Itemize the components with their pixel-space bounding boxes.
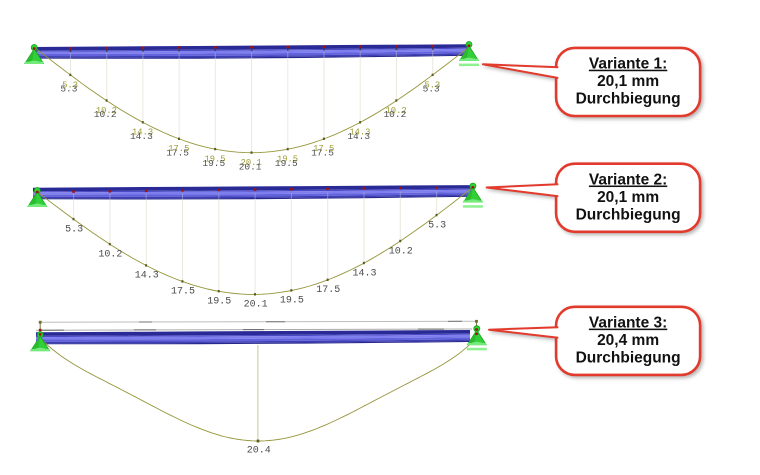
svg-text:Variante 3:: Variante 3: xyxy=(589,315,667,332)
svg-text:17.5: 17.5 xyxy=(316,285,340,296)
svg-text:17.5: 17.5 xyxy=(311,148,334,159)
svg-text:14.3: 14.3 xyxy=(352,268,376,279)
svg-text:19.5: 19.5 xyxy=(275,158,298,169)
svg-text:19.5: 19.5 xyxy=(207,297,231,308)
svg-text:Durchbiegung: Durchbiegung xyxy=(576,207,681,224)
svg-text:5.3: 5.3 xyxy=(60,84,77,95)
svg-text:20,1 mm: 20,1 mm xyxy=(597,189,659,206)
svg-text:20,4 mm: 20,4 mm xyxy=(597,332,659,349)
svg-text:20.1: 20.1 xyxy=(239,161,262,172)
svg-text:5.3: 5.3 xyxy=(65,224,83,235)
svg-text:5.3: 5.3 xyxy=(428,220,446,231)
svg-text:19.5: 19.5 xyxy=(202,158,225,169)
svg-text:10.2: 10.2 xyxy=(383,109,406,120)
svg-text:10.2: 10.2 xyxy=(389,246,413,257)
svg-text:Durchbiegung: Durchbiegung xyxy=(576,91,681,108)
svg-text:10.2: 10.2 xyxy=(94,109,117,120)
svg-text:14.3: 14.3 xyxy=(347,131,370,142)
svg-text:20.4: 20.4 xyxy=(247,446,271,457)
svg-text:19.5: 19.5 xyxy=(280,296,304,307)
svg-text:Durchbiegung: Durchbiegung xyxy=(576,350,681,367)
svg-text:17.5: 17.5 xyxy=(166,148,189,159)
svg-text:17.5: 17.5 xyxy=(171,287,195,298)
svg-text:14.3: 14.3 xyxy=(135,271,159,282)
svg-text:Variante 2:: Variante 2: xyxy=(589,172,667,189)
svg-text:Variante 1:: Variante 1: xyxy=(589,56,667,73)
svg-text:5.3: 5.3 xyxy=(423,84,440,95)
svg-text:20,1 mm: 20,1 mm xyxy=(597,73,659,90)
svg-text:10.2: 10.2 xyxy=(98,249,122,260)
svg-text:20.1: 20.1 xyxy=(244,300,268,311)
svg-text:14.3: 14.3 xyxy=(130,131,153,142)
